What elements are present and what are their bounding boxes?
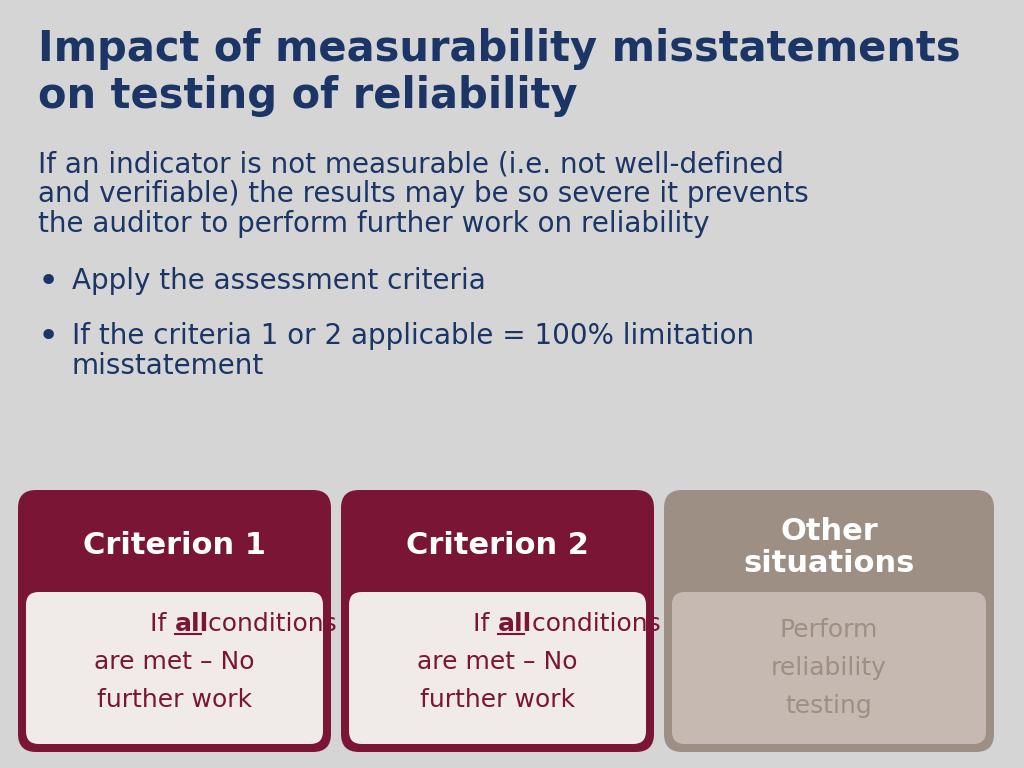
Text: misstatement: misstatement: [72, 352, 264, 380]
Text: If an indicator is not measurable (i.e. not well-defined: If an indicator is not measurable (i.e. …: [38, 150, 784, 178]
Text: •: •: [38, 265, 59, 299]
Text: Criterion 1: Criterion 1: [83, 531, 266, 560]
Text: reliability: reliability: [771, 656, 887, 680]
Text: Apply the assessment criteria: Apply the assessment criteria: [72, 267, 485, 295]
Text: conditions: conditions: [201, 612, 337, 636]
FancyBboxPatch shape: [349, 592, 646, 744]
Text: all: all: [498, 612, 531, 636]
Text: If: If: [151, 612, 174, 636]
Text: conditions: conditions: [523, 612, 660, 636]
FancyBboxPatch shape: [341, 490, 654, 752]
Text: If the criteria 1 or 2 applicable = 100% limitation: If the criteria 1 or 2 applicable = 100%…: [72, 322, 754, 350]
Text: all: all: [174, 612, 209, 636]
Text: further work: further work: [97, 688, 252, 712]
Text: further work: further work: [420, 688, 575, 712]
Text: •: •: [38, 320, 59, 354]
Text: on testing of reliability: on testing of reliability: [38, 75, 578, 117]
FancyBboxPatch shape: [664, 490, 994, 752]
Text: Other: Other: [780, 517, 878, 545]
FancyBboxPatch shape: [18, 490, 331, 752]
FancyBboxPatch shape: [26, 592, 323, 744]
Text: and verifiable) the results may be so severe it prevents: and verifiable) the results may be so se…: [38, 180, 809, 208]
Text: Impact of measurability misstatements: Impact of measurability misstatements: [38, 28, 961, 70]
Text: are met – No: are met – No: [417, 650, 578, 674]
Text: situations: situations: [743, 548, 914, 578]
FancyBboxPatch shape: [672, 592, 986, 744]
Text: the auditor to perform further work on reliability: the auditor to perform further work on r…: [38, 210, 710, 238]
Text: Perform: Perform: [780, 618, 879, 642]
Text: If: If: [473, 612, 498, 636]
Text: Criterion 2: Criterion 2: [407, 531, 589, 560]
Text: are met – No: are met – No: [94, 650, 255, 674]
Text: testing: testing: [785, 694, 872, 718]
